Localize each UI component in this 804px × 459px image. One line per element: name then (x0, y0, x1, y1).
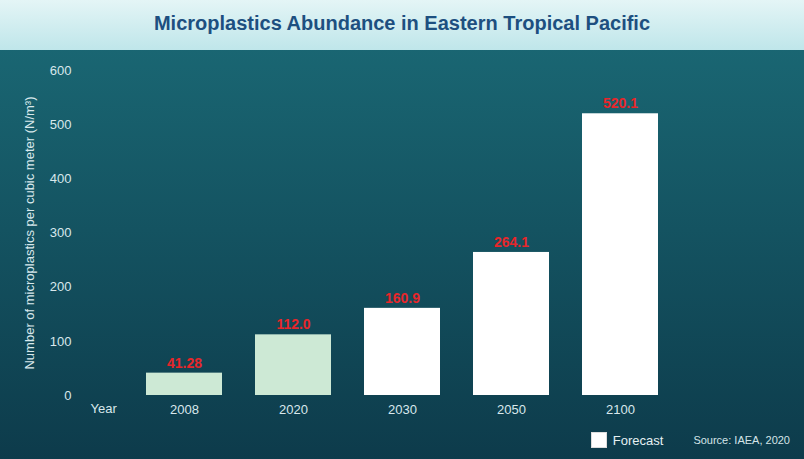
svg-text:300: 300 (50, 225, 72, 240)
svg-text:0: 0 (64, 388, 71, 403)
svg-text:264.1: 264.1 (494, 234, 529, 250)
svg-text:600: 600 (50, 63, 72, 78)
svg-text:41.28: 41.28 (167, 355, 202, 371)
html-text:Source: IAEA, 2020: Source: IAEA, 2020 (693, 434, 790, 446)
svg-text:500: 500 (50, 117, 72, 132)
svg-text:2008: 2008 (170, 402, 199, 417)
html-text:Forecast: Forecast (612, 432, 664, 448)
svg-text:2030: 2030 (388, 402, 417, 417)
svg-text:2100: 2100 (606, 402, 635, 417)
svg-text:2050: 2050 (497, 402, 526, 417)
svg-text:Number of microplastics per cu: Number of microplastics per cubic meter … (22, 96, 37, 369)
svg-text:100: 100 (50, 333, 72, 348)
svg-text:2020: 2020 (279, 402, 308, 417)
html-text:Microplastics Abundance in Eas: Microplastics Abundance in Eastern Tropi… (154, 12, 650, 34)
svg-text:Year: Year (91, 401, 118, 416)
svg-text:400: 400 (50, 171, 72, 186)
svg-text:160.9: 160.9 (385, 290, 420, 306)
svg-text:520.1: 520.1 (603, 95, 638, 111)
svg-text:112.0: 112.0 (276, 316, 310, 332)
svg-text:200: 200 (50, 279, 72, 294)
